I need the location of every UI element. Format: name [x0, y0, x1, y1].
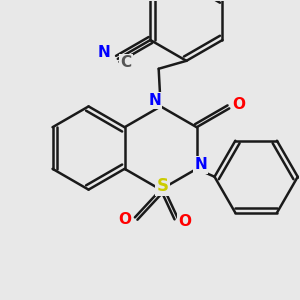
Text: S: S [157, 177, 169, 195]
Text: O: O [178, 214, 191, 229]
Text: N: N [148, 93, 161, 108]
Text: N: N [98, 45, 110, 60]
Text: O: O [233, 97, 246, 112]
Text: C: C [120, 55, 131, 70]
Text: O: O [118, 212, 131, 227]
Text: N: N [194, 158, 207, 172]
